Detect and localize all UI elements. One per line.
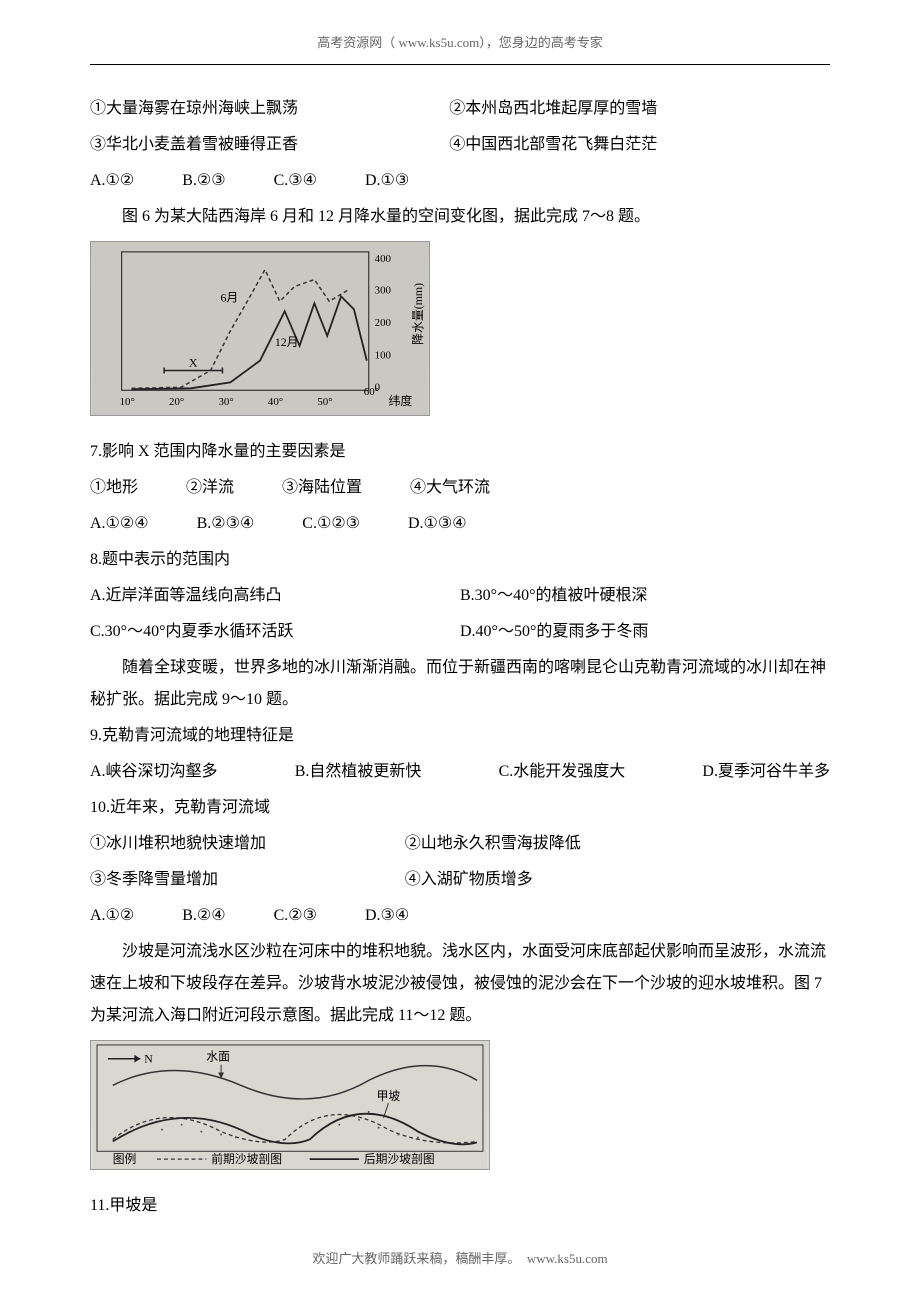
svg-text:300: 300: [375, 284, 392, 296]
q10-o1: ①冰川堆积地貌快速增加: [90, 828, 401, 860]
q7-o2: ②洋流: [186, 472, 234, 504]
q10-o4: ④入湖矿物质增多: [405, 871, 533, 888]
header-rule: [90, 64, 830, 65]
svg-text:12月: 12月: [275, 335, 299, 349]
svg-text:100: 100: [375, 350, 392, 362]
q10-d: D.③④: [365, 900, 409, 932]
q10-c: C.②③: [274, 900, 317, 932]
chart2-svg: N 水面 甲坡 图例 前期沙坡剖图 后期沙坡剖图: [90, 1040, 490, 1170]
q9-d: D.夏季河谷牛羊多: [702, 756, 830, 788]
q8-answers-2: C.30°～40°内夏季水循环活跃 D.40°～50°的夏雨多于冬雨: [90, 616, 830, 648]
figure-7: N 水面 甲坡 图例 前期沙坡剖图 后期沙坡剖图: [90, 1040, 830, 1182]
svg-text:前期沙坡剖图: 前期沙坡剖图: [211, 1152, 282, 1166]
opt-a: A.①②: [90, 165, 134, 197]
q8-d: D.40°～50°的夏雨多于冬雨: [460, 616, 830, 648]
fig11-intro: 沙坡是河流浅水区沙粒在河床中的堆积地貌。浅水区内，水面受河床底部起伏影响而呈波形…: [90, 936, 830, 1032]
svg-text:图例: 图例: [113, 1152, 137, 1166]
figure-6: X 6月 12月 10° 20° 30° 40° 50° 60° 纬度 0 10…: [90, 241, 830, 428]
chart1-svg: X 6月 12月 10° 20° 30° 40° 50° 60° 纬度 0 10…: [90, 241, 430, 416]
q7-o3: ③海陆位置: [282, 472, 362, 504]
q8-stem: 8.题中表示的范围内: [90, 544, 830, 576]
q9-stem: 9.克勒青河流域的地理特征是: [90, 720, 830, 752]
q8-answers-1: A.近岸洋面等温线向高纬凸 B.30°～40°的植被叶硬根深: [90, 580, 830, 612]
svg-text:40°: 40°: [268, 396, 283, 408]
q8-b: B.30°～40°的植被叶硬根深: [460, 580, 830, 612]
q7-stem: 7.影响 X 范围内降水量的主要因素是: [90, 436, 830, 468]
svg-text:0: 0: [375, 381, 381, 393]
opt-4: ④中国西北部雪花飞舞白茫茫: [449, 136, 657, 153]
page-footer: 欢迎广大教师踊跃来稿，稿酬丰厚。 www.ks5u.com: [0, 1246, 920, 1272]
svg-text:降水量(mm): 降水量(mm): [411, 283, 425, 345]
svg-text:400: 400: [375, 253, 392, 265]
svg-text:纬度: 纬度: [389, 394, 413, 408]
svg-text:水面: 水面: [206, 1050, 230, 1064]
q9-b: B.自然植被更新快: [295, 756, 422, 788]
q7-a: A.①②④: [90, 508, 149, 540]
opt-d: D.①③: [365, 165, 409, 197]
opt-3: ③华北小麦盖着雪被睡得正香: [90, 129, 445, 161]
q10-a: A.①②: [90, 900, 134, 932]
q7-b: B.②③④: [197, 508, 255, 540]
svg-text:甲坡: 甲坡: [377, 1089, 401, 1103]
q10-subopts-2: ③冬季降雪量增加 ④入湖矿物质增多: [90, 864, 830, 896]
q10-b: B.②④: [182, 900, 225, 932]
svg-text:后期沙坡剖图: 后期沙坡剖图: [364, 1152, 435, 1166]
q7-subopts: ①地形 ②洋流 ③海陆位置 ④大气环流: [90, 472, 830, 504]
x-marker: X: [189, 356, 198, 370]
opt-b: B.②③: [182, 165, 225, 197]
svg-text:N: N: [144, 1052, 153, 1066]
pre-answer-opts: A.①② B.②③ C.③④ D.①③: [90, 165, 830, 197]
opt-2: ②本州岛西北堆起厚厚的雪墙: [449, 100, 657, 117]
q10-o3: ③冬季降雪量增加: [90, 864, 401, 896]
q7-c: C.①②③: [302, 508, 360, 540]
q10-o2: ②山地永久积雪海拔降低: [405, 835, 581, 852]
svg-text:200: 200: [375, 317, 392, 329]
q10-stem: 10.近年来，克勒青河流域: [90, 792, 830, 824]
q10-subopts-1: ①冰川堆积地貌快速增加 ②山地永久积雪海拔降低: [90, 828, 830, 860]
svg-text:10°: 10°: [120, 396, 135, 408]
fig6-intro: 图 6 为某大陆西海岸 6 月和 12 月降水量的空间变化图，据此完成 7～8 …: [90, 201, 830, 233]
q9-c: C.水能开发强度大: [499, 756, 626, 788]
svg-text:6月: 6月: [220, 290, 238, 304]
svg-text:50°: 50°: [317, 396, 332, 408]
q7-o1: ①地形: [90, 472, 138, 504]
svg-text:20°: 20°: [169, 396, 184, 408]
q11-stem: 11.甲坡是: [90, 1190, 830, 1222]
q7-answers: A.①②④ B.②③④ C.①②③ D.①③④: [90, 508, 830, 540]
q7-o4: ④大气环流: [410, 472, 490, 504]
q8-c: C.30°～40°内夏季水循环活跃: [90, 616, 460, 648]
fig9-intro: 随着全球变暖，世界多地的冰川渐渐消融。而位于新疆西南的喀喇昆仑山克勒青河流域的冰…: [90, 652, 830, 716]
pre-options-row2: ③华北小麦盖着雪被睡得正香 ④中国西北部雪花飞舞白茫茫: [90, 129, 830, 161]
pre-options-row1: ①大量海雾在琼州海峡上飘荡 ②本州岛西北堆起厚厚的雪墙: [90, 93, 830, 125]
opt-1: ①大量海雾在琼州海峡上飘荡: [90, 93, 445, 125]
svg-text:30°: 30°: [218, 396, 233, 408]
q8-a: A.近岸洋面等温线向高纬凸: [90, 580, 460, 612]
opt-c: C.③④: [274, 165, 317, 197]
q10-answers: A.①② B.②④ C.②③ D.③④: [90, 900, 830, 932]
page-header: 高考资源网（ www.ks5u.com），您身边的高考专家: [90, 30, 830, 56]
q7-d: D.①③④: [408, 508, 467, 540]
q9-a: A.峡谷深切沟壑多: [90, 756, 218, 788]
q9-answers: A.峡谷深切沟壑多 B.自然植被更新快 C.水能开发强度大 D.夏季河谷牛羊多: [90, 756, 830, 788]
